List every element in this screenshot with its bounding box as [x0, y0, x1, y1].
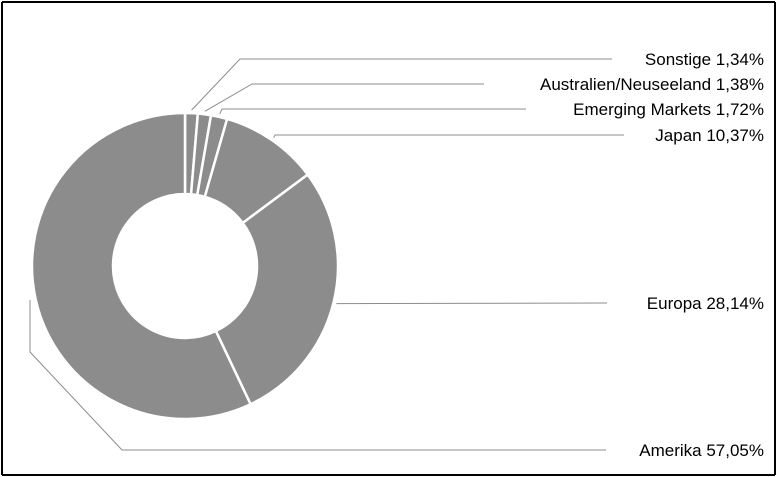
slice-labels: Sonstige 1,34% Australien/Neuseeland 1,38… [540, 50, 764, 460]
donut-slices [30, 111, 340, 421]
slice-label-europa: Europa 28,14% [647, 294, 764, 313]
leader-line-emerging-markets [219, 108, 526, 115]
slice-label-sonstige: Sonstige 1,34% [645, 50, 764, 69]
leader-line-japan [273, 134, 624, 138]
leader-line-sonstige [191, 58, 612, 111]
leader-line-amerika [29, 300, 606, 451]
slice-label-australien-neuseeland: Australien/Neuseeland 1,38% [540, 75, 764, 94]
leader-line-australien-neuseeland [204, 83, 484, 112]
slice-europa [214, 172, 340, 406]
leader-line-europa [336, 302, 608, 305]
leader-lines [29, 58, 624, 451]
slice-amerika [30, 111, 253, 421]
slice-label-emerging-markets: Emerging Markets 1,72% [573, 100, 764, 119]
slice-label-japan: Japan 10,37% [655, 126, 764, 145]
slice-label-amerika: Amerika 57,05% [639, 441, 764, 460]
